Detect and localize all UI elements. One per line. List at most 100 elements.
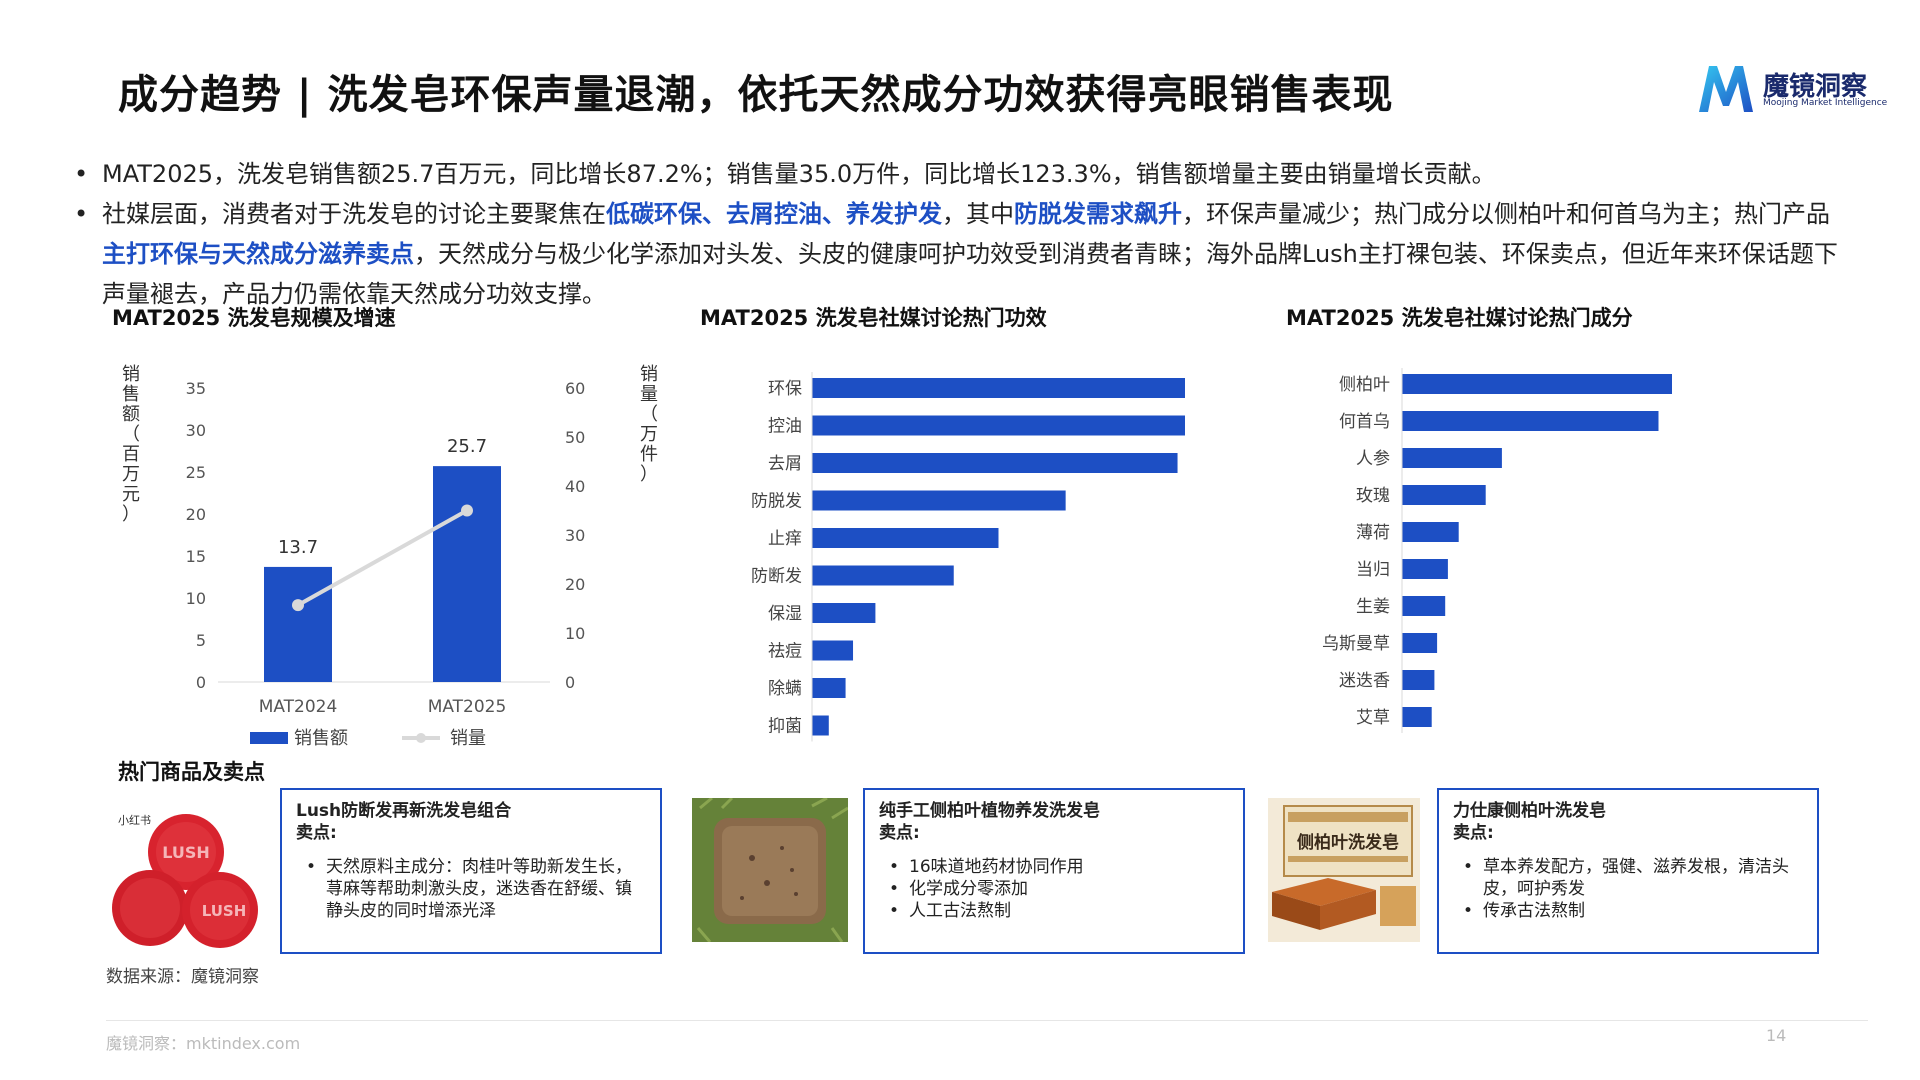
category-label: 除螨: [768, 679, 802, 699]
bullet-1: MAT2025，洗发皂销售额25.7百万元，同比增长87.2%；销售量35.0万…: [70, 154, 1850, 194]
hbar: [1402, 411, 1659, 431]
bullet-2-seg-2: ，其中: [942, 200, 1014, 228]
category-label: 防脱发: [751, 492, 802, 512]
bullet-2: 社媒层面，消费者对于洗发皂的讨论主要聚焦在低碳环保、去屑控油、养发护发，其中防脱…: [70, 194, 1850, 314]
handmade-soap-image: [692, 798, 848, 942]
legend-swatch-volume-point: [416, 733, 426, 743]
hbar: [1402, 707, 1432, 727]
selling-points-label: 卖点:: [879, 823, 920, 843]
brand-logo: 魔镜洞察 Moojing Market Intelligence: [1695, 60, 1895, 116]
selling-points: 16味道地药材协同作用 化学成分零添加 人工古法熬制: [879, 856, 1229, 922]
hbar: [812, 528, 999, 548]
hbar: [812, 378, 1185, 398]
footer-divider: [106, 1020, 1868, 1021]
hbar: [1402, 374, 1672, 394]
right-axis-tick: 30: [565, 526, 585, 545]
left-axis-tick: 10: [186, 589, 206, 608]
hbar: [812, 415, 1185, 436]
line-point-volume: [292, 599, 304, 612]
bullet-2-highlight-3: 主打环保与天然成分滋养卖点: [102, 240, 414, 268]
category-label: 抑菌: [768, 717, 802, 737]
category-label: 防断发: [751, 567, 802, 587]
category-label: 祛痘: [768, 642, 802, 662]
category-label: 保湿: [768, 604, 802, 624]
box-label-text: 侧柏叶洗发皂: [1297, 832, 1399, 853]
selling-points-label: 卖点:: [1453, 823, 1494, 843]
logo-name-cn: 魔镜洞察: [1763, 72, 1868, 102]
category-label: 玫瑰: [1356, 486, 1390, 506]
category-label: 生姜: [1356, 597, 1390, 617]
lishikang-soap-image: 侧柏叶洗发皂: [1268, 798, 1424, 942]
x-tick-label: MAT2024: [259, 697, 338, 717]
page-title: 成分趋势 | 洗发皂环保声量退潮，依托天然成分功效获得亮眼销售表现: [118, 72, 1394, 118]
logo-name-en: Moojing Market Intelligence: [1763, 98, 1888, 108]
category-label: 何首乌: [1339, 412, 1390, 432]
line-point-volume: [461, 504, 473, 517]
hbar: [812, 603, 876, 623]
bullet-2-seg-6: ，天然成分与极少化学添加对头发、头皮的健康呵护功效受到消费者青睐；海外品牌Lus…: [102, 240, 1838, 308]
legend-label-sales: 销售额: [294, 728, 348, 749]
hbar: [1402, 670, 1435, 690]
hbar: [812, 565, 954, 586]
right-axis-title: 销量（万件）: [640, 364, 658, 485]
bullet-2-highlight-1: 低碳环保、去屑控油、养发护发: [606, 200, 942, 228]
left-axis-tick: 25: [186, 463, 206, 482]
left-axis-tick: 15: [186, 547, 206, 566]
scale-chart: 0 5 10 15 20 25 30 35 0 10 20 30 40 50 60 销售额（百万元） 销量（万件…: [122, 364, 658, 749]
product-card-lush: Lush防断发再新洗发皂组合 卖点: 天然原料主成分：肉桂叶等助新发生长，荨麻等…: [280, 788, 662, 954]
selling-point: 天然原料主成分：肉桂叶等助新发生长，荨麻等帮助刺激头皮，迷迭香在舒缓、镇静头皮的…: [296, 856, 646, 922]
category-label: 薄荷: [1356, 523, 1390, 543]
hbar: [1402, 596, 1446, 616]
category-label: 迷迭香: [1339, 671, 1390, 691]
right-axis-tick: 40: [565, 477, 585, 496]
selling-points: 天然原料主成分：肉桂叶等助新发生长，荨麻等帮助刺激头皮，迷迭香在舒缓、镇静头皮的…: [296, 856, 646, 922]
legend-label-volume: 销量: [450, 728, 486, 749]
left-axis-title: 销售额（百万元）: [122, 364, 140, 525]
product-card-handmade: 纯手工侧柏叶植物养发洗发皂 卖点: 16味道地药材协同作用 化学成分零添加 人工…: [863, 788, 1245, 954]
hbar: [1402, 485, 1486, 505]
product-card-lishikang: 力仕康侧柏叶洗发皂 卖点: 草本养发配方，强健、滋养发根，清洁头皮，呵护秀发 传…: [1437, 788, 1819, 954]
category-label: 当归: [1356, 560, 1390, 580]
hbar: [812, 640, 854, 661]
line-volume: [297, 508, 468, 607]
right-axis-tick: 10: [565, 624, 585, 643]
product-name: 纯手工侧柏叶植物养发洗发皂: [879, 801, 1100, 821]
selling-point: 传承古法熬制: [1453, 900, 1803, 922]
selling-point: 16味道地药材协同作用: [879, 856, 1229, 878]
category-label: 艾草: [1356, 708, 1390, 728]
category-label: 环保: [768, 379, 802, 399]
footer-site-link[interactable]: 魔镜洞察：mktindex.com: [106, 1034, 301, 1053]
right-axis-tick: 50: [565, 428, 585, 447]
category-label: 乌斯曼草: [1322, 634, 1390, 654]
bar-data-label: 13.7: [278, 537, 318, 558]
left-axis-tick: 30: [186, 421, 206, 440]
hbar: [812, 715, 829, 736]
right-axis-tick: 0: [565, 673, 575, 692]
category-label: 侧柏叶: [1339, 375, 1390, 395]
category-label: 人参: [1356, 449, 1390, 469]
product-name: Lush防断发再新洗发皂组合: [296, 801, 512, 821]
hbar: [812, 490, 1066, 511]
right-axis-tick: 20: [565, 575, 585, 594]
left-axis-tick: 5: [196, 631, 206, 650]
hbar: [1402, 448, 1502, 468]
hbar: [1402, 633, 1438, 653]
moojing-logo-icon: [1699, 66, 1753, 112]
left-axis-tick: 35: [186, 379, 206, 398]
bullet-2-seg-4: ，环保声量减少；热门成分以侧柏叶和何首乌为主；热门产品: [1182, 200, 1830, 228]
lush-logo-text: LUSH: [162, 843, 210, 862]
efficacy-chart-title: MAT2025 洗发皂社媒讨论热门功效: [700, 306, 1047, 330]
selling-points-label: 卖点:: [296, 823, 337, 843]
bar-sales: [264, 566, 332, 682]
bullet-1-text: MAT2025，洗发皂销售额25.7百万元，同比增长87.2%；销售量35.0万…: [102, 160, 1496, 188]
category-label: 控油: [768, 417, 802, 437]
hot-products-title: 热门商品及卖点: [118, 760, 265, 784]
selling-point: 人工古法熬制: [879, 900, 1229, 922]
category-label: 去屑: [768, 454, 802, 474]
product-name: 力仕康侧柏叶洗发皂: [1453, 801, 1606, 821]
summary-bullets: MAT2025，洗发皂销售额25.7百万元，同比增长87.2%；销售量35.0万…: [70, 154, 1850, 314]
hbar: [812, 453, 1178, 473]
selling-point: 草本养发配方，强健、滋养发根，清洁头皮，呵护秀发: [1453, 856, 1803, 900]
